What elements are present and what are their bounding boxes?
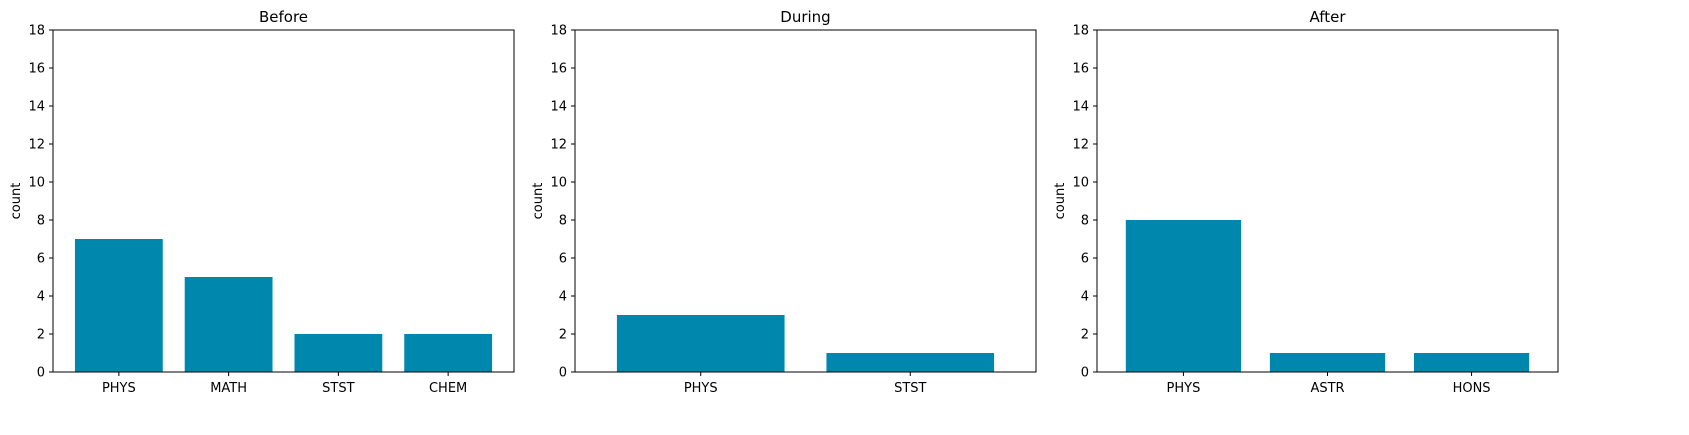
y-tick-label: 2 <box>1081 328 1089 343</box>
x-tick-label: PHYS <box>1167 381 1201 396</box>
y-tick-label: 2 <box>37 328 45 343</box>
chart-title: During <box>780 8 830 26</box>
y-tick-label: 14 <box>1072 100 1089 115</box>
y-tick-label: 2 <box>559 328 567 343</box>
bar-astr <box>1269 353 1386 372</box>
y-axis-label: count <box>1053 183 1068 220</box>
y-tick-label: 6 <box>37 252 45 267</box>
chart-panel-during: 0 2 4 6 8 10 12 14 16 18 PHYS STST During count <box>531 8 1037 396</box>
y-tick-label: 6 <box>1081 252 1089 267</box>
y-tick-label: 8 <box>559 214 567 229</box>
x-tick-label: STST <box>322 381 354 396</box>
y-tick-label: 18 <box>1072 24 1089 39</box>
bar-stst <box>826 353 995 372</box>
chart-panel-before: 0 2 4 6 8 10 12 14 16 18 PHYS MATH STST CHEM Before cou… <box>9 8 515 396</box>
y-tick-label: 16 <box>550 62 567 77</box>
y-tick-label: 8 <box>37 214 45 229</box>
bar-phys <box>74 239 163 372</box>
bar-phys <box>1125 220 1242 372</box>
y-tick-label: 10 <box>28 176 45 191</box>
bar-hons <box>1413 353 1530 372</box>
x-tick-label: HONS <box>1453 381 1491 396</box>
y-tick-label: 16 <box>1072 62 1089 77</box>
x-tick-label: CHEM <box>429 381 467 396</box>
y-tick-label: 8 <box>1081 214 1089 229</box>
y-tick-label: 14 <box>550 100 567 115</box>
plot-frame <box>52 29 515 373</box>
bar-math <box>184 277 273 372</box>
y-tick-label: 10 <box>1072 176 1089 191</box>
x-tick-label: PHYS <box>684 381 718 396</box>
bar-stst <box>294 334 383 372</box>
y-tick-label: 12 <box>28 138 45 153</box>
chart-title: After <box>1309 8 1346 26</box>
y-tick-label: 0 <box>559 366 567 381</box>
y-tick-label: 14 <box>28 100 45 115</box>
y-tick-label: 18 <box>550 24 567 39</box>
y-tick-label: 0 <box>1081 366 1089 381</box>
y-axis-label: count <box>9 183 24 220</box>
x-tick-label: PHYS <box>102 381 136 396</box>
y-tick-label: 4 <box>559 290 567 305</box>
y-tick-label: 12 <box>1072 138 1089 153</box>
y-axis-label: count <box>531 183 546 220</box>
y-tick-label: 10 <box>550 176 567 191</box>
chart-panel-after: 0 2 4 6 8 10 12 14 16 18 PHYS ASTR HONS After count <box>1053 8 1559 396</box>
x-tick-label: STST <box>894 381 926 396</box>
y-tick-label: 12 <box>550 138 567 153</box>
y-tick-label: 0 <box>37 366 45 381</box>
x-tick-label: ASTR <box>1310 381 1344 396</box>
x-tick-label: MATH <box>210 381 247 396</box>
y-tick-label: 18 <box>28 24 45 39</box>
bar-chem <box>404 334 493 372</box>
chart-title: Before <box>259 8 308 26</box>
y-tick-label: 4 <box>37 290 45 305</box>
y-tick-label: 16 <box>28 62 45 77</box>
y-tick-label: 6 <box>559 252 567 267</box>
plot-frame <box>574 29 1037 373</box>
bar-phys <box>616 315 785 372</box>
y-tick-label: 4 <box>1081 290 1089 305</box>
